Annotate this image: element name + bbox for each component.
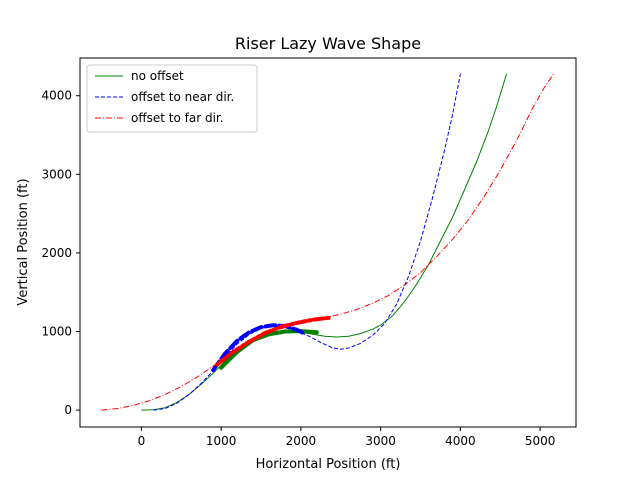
y-tick-label: 4000 xyxy=(41,89,72,103)
plot-frame xyxy=(79,57,577,428)
buoyancy-segment-2 xyxy=(215,315,331,367)
x-tick-label: 0 xyxy=(138,434,146,448)
legend-items: no offset offset to near dir. offset to fa… xyxy=(95,69,234,125)
y-axis-label: Vertical Position (ft) xyxy=(16,178,31,305)
series-line-2 xyxy=(101,73,555,411)
x-tick-label: 1000 xyxy=(206,434,237,448)
series-line-0 xyxy=(141,73,508,411)
x-tick-label: 3000 xyxy=(365,434,396,448)
y-axis-ticks: 0 1000 2000 3000 4000 xyxy=(41,89,80,417)
legend: no offset offset to near dir. offset to fa… xyxy=(86,64,258,133)
y-tick-label: 0 xyxy=(64,403,72,417)
y-tick-label: 3000 xyxy=(41,167,72,181)
buoyancy-segment-1 xyxy=(211,323,307,372)
y-tick-label: 1000 xyxy=(41,325,72,339)
y-tick-label: 2000 xyxy=(41,246,72,260)
series-line-1 xyxy=(153,73,461,411)
x-tick-label: 5000 xyxy=(525,434,556,448)
x-axis-ticks: 0 1000 2000 3000 4000 5000 xyxy=(138,427,556,448)
x-tick-label: 2000 xyxy=(286,434,317,448)
x-axis-label: Horizontal Position (ft) xyxy=(256,457,401,472)
plot-lines xyxy=(101,73,555,411)
legend-label-0: no offset xyxy=(131,69,184,83)
legend-label-1: offset to near dir. xyxy=(131,90,234,104)
chart-title: Riser Lazy Wave Shape xyxy=(235,34,421,53)
legend-label-2: offset to far dir. xyxy=(131,111,224,125)
x-tick-label: 4000 xyxy=(445,434,476,448)
legend-frame xyxy=(86,64,258,133)
